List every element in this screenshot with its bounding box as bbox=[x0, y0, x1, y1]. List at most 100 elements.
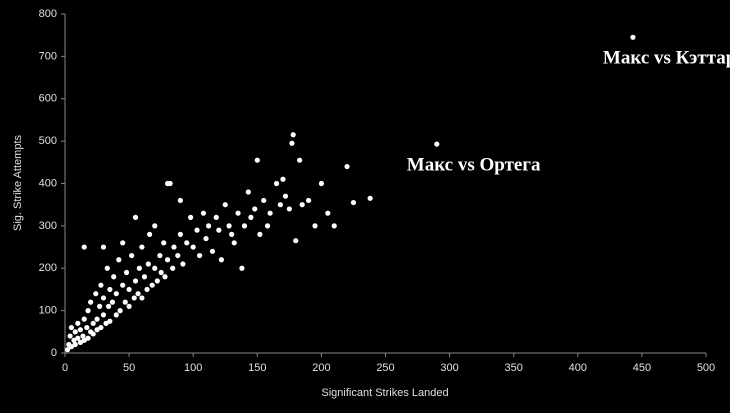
x-tick-label: 300 bbox=[440, 362, 458, 374]
point bbox=[75, 320, 81, 326]
point bbox=[188, 214, 194, 220]
point bbox=[81, 316, 87, 322]
point bbox=[120, 240, 126, 246]
point bbox=[203, 235, 209, 242]
point bbox=[184, 240, 190, 246]
x-tick-label: 500 bbox=[697, 362, 715, 374]
point bbox=[120, 282, 126, 288]
point bbox=[135, 291, 141, 297]
point bbox=[248, 214, 254, 220]
point bbox=[72, 329, 78, 335]
point bbox=[350, 199, 357, 206]
point bbox=[299, 202, 305, 208]
point bbox=[194, 227, 200, 233]
point bbox=[98, 282, 104, 288]
point bbox=[325, 210, 331, 216]
annotation: Макс vs Кэттар bbox=[603, 48, 730, 69]
point bbox=[85, 308, 91, 314]
point bbox=[136, 265, 142, 271]
x-tick-label: 400 bbox=[569, 362, 587, 374]
point bbox=[75, 335, 81, 341]
point bbox=[218, 257, 225, 263]
point bbox=[113, 291, 119, 297]
point bbox=[280, 176, 286, 182]
x-tick-label: 50 bbox=[123, 362, 135, 374]
point bbox=[145, 261, 151, 267]
point bbox=[434, 141, 440, 147]
y-tick-label: 0 bbox=[51, 347, 57, 359]
point bbox=[241, 223, 248, 229]
point bbox=[290, 132, 296, 138]
y-tick-label: 200 bbox=[39, 262, 57, 274]
point bbox=[107, 286, 113, 293]
point bbox=[289, 140, 295, 146]
point bbox=[344, 163, 350, 170]
point bbox=[132, 214, 139, 220]
point bbox=[100, 295, 107, 301]
point bbox=[90, 320, 96, 326]
point bbox=[216, 227, 222, 233]
x-tick-label: 100 bbox=[184, 362, 202, 374]
point bbox=[254, 157, 260, 163]
x-tick-label: 150 bbox=[248, 362, 266, 374]
point bbox=[72, 341, 78, 348]
point bbox=[141, 274, 148, 280]
annotation: Макс vs Ортега bbox=[407, 154, 541, 175]
point bbox=[117, 308, 123, 314]
point bbox=[94, 316, 100, 322]
point bbox=[131, 295, 137, 301]
point bbox=[90, 331, 96, 337]
point bbox=[267, 210, 273, 216]
y-tick-label: 500 bbox=[39, 135, 57, 147]
point bbox=[264, 223, 271, 229]
point bbox=[177, 197, 183, 204]
point bbox=[122, 299, 128, 305]
point bbox=[213, 214, 219, 220]
point bbox=[67, 333, 73, 339]
point bbox=[164, 257, 171, 263]
point bbox=[257, 231, 263, 237]
point bbox=[305, 197, 312, 204]
point bbox=[97, 303, 103, 309]
point bbox=[68, 324, 75, 331]
point bbox=[164, 180, 171, 187]
point bbox=[126, 303, 132, 309]
point bbox=[113, 312, 119, 318]
point bbox=[85, 335, 91, 341]
point bbox=[222, 202, 228, 208]
point bbox=[139, 295, 145, 301]
point bbox=[100, 244, 107, 250]
point bbox=[200, 210, 207, 216]
point bbox=[231, 240, 237, 246]
point bbox=[139, 244, 145, 250]
x-tick-label: 0 bbox=[62, 362, 68, 374]
y-tick-label: 100 bbox=[39, 305, 57, 317]
point bbox=[88, 299, 94, 305]
point bbox=[170, 265, 176, 271]
point bbox=[286, 206, 292, 212]
point bbox=[111, 274, 117, 280]
x-tick-label: 250 bbox=[376, 362, 394, 374]
point bbox=[229, 231, 235, 237]
point bbox=[180, 261, 186, 267]
point bbox=[297, 157, 303, 163]
point bbox=[171, 244, 177, 250]
point bbox=[93, 291, 99, 297]
point bbox=[226, 223, 232, 229]
x-tick-label: 350 bbox=[505, 362, 523, 374]
point bbox=[245, 189, 251, 195]
point bbox=[190, 244, 196, 250]
point bbox=[107, 318, 113, 324]
point bbox=[630, 34, 636, 40]
point bbox=[367, 195, 373, 201]
point bbox=[71, 337, 77, 343]
y-tick-label: 600 bbox=[39, 93, 57, 105]
point bbox=[175, 252, 181, 259]
point bbox=[252, 206, 258, 212]
point bbox=[80, 333, 86, 339]
point bbox=[129, 252, 135, 259]
point bbox=[282, 193, 289, 199]
point bbox=[126, 286, 132, 293]
